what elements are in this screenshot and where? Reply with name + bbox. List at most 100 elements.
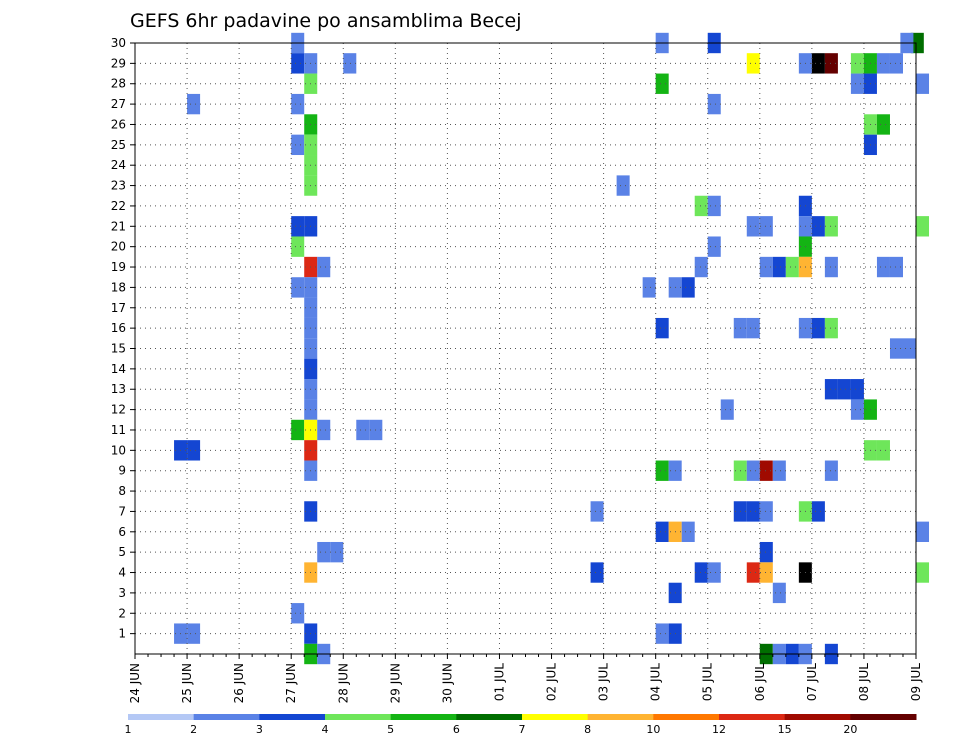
color-legend: 1 2 3 4 5 6 7 8 10 12 15 20	[125, 714, 917, 736]
y-tick-label: 25	[111, 138, 126, 152]
heatmap-cell	[772, 460, 786, 481]
y-tick-label: 29	[111, 56, 126, 70]
legend-label: 20	[843, 723, 857, 736]
x-tick-label: 30 JUN	[440, 663, 454, 703]
heatmap-cell	[642, 277, 656, 298]
y-tick-label: 13	[111, 382, 126, 396]
legend-swatch	[259, 714, 326, 720]
y-tick-label: 4	[118, 566, 126, 580]
heatmap-cell	[317, 419, 331, 441]
heatmap-cell	[811, 501, 825, 522]
y-tick-label: 26	[111, 117, 126, 131]
heatmap-cell	[694, 562, 708, 583]
heatmap-cell	[330, 541, 344, 563]
heatmap-cell	[811, 53, 825, 74]
heatmap-cell	[187, 440, 201, 461]
legend-label: 6	[453, 723, 460, 736]
legend-label: 2	[190, 723, 197, 736]
heatmap-cell	[916, 216, 930, 237]
heatmap-cell	[902, 338, 916, 359]
heatmap-cell	[850, 53, 864, 74]
heatmap-cell	[694, 195, 708, 217]
legend-swatch	[784, 714, 851, 720]
legend-label: 10	[646, 723, 660, 736]
heatmap-cell	[291, 277, 305, 298]
heatmap-cell	[759, 501, 773, 522]
heatmap-cell	[746, 562, 760, 583]
legend-label: 3	[256, 723, 263, 736]
heatmap-cell	[343, 53, 357, 74]
legend-label: 8	[584, 723, 591, 736]
heatmap-cell	[850, 379, 864, 400]
y-axis: 1234567891011121314151617181920212223242…	[111, 36, 135, 641]
legend-swatch	[193, 714, 260, 720]
heatmap-cell	[876, 440, 890, 461]
heatmap-cell	[291, 419, 305, 441]
heatmap-cell	[824, 216, 838, 237]
heatmap-cell	[759, 216, 773, 237]
x-tick-label: 05 JUL	[701, 663, 715, 701]
x-tick-label: 01 JUL	[492, 663, 506, 701]
heatmap-cell	[759, 541, 773, 563]
chart-title: GEFS 6hr padavine po ansamblima Becej	[130, 10, 522, 32]
legend-swatch	[653, 714, 720, 720]
legend-swatch	[522, 714, 589, 720]
y-tick-label: 1	[118, 627, 126, 641]
heatmap-cell	[291, 53, 305, 74]
legend-label: 4	[322, 723, 329, 736]
heatmap-cell	[824, 256, 838, 278]
heatmap-cell	[291, 236, 305, 257]
y-tick-label: 17	[111, 301, 126, 315]
y-tick-label: 2	[118, 606, 126, 620]
heatmap-cell	[655, 623, 669, 644]
y-tick-label: 3	[118, 586, 126, 600]
x-tick-label: 27 JUN	[284, 663, 298, 703]
heatmap-cell	[916, 73, 930, 94]
heatmap-cell	[876, 256, 890, 278]
heatmap-cell	[785, 256, 799, 278]
heatmap-cell	[837, 379, 851, 400]
x-tick-label: 04 JUL	[649, 663, 663, 701]
legend-label: 12	[712, 723, 726, 736]
heatmap-cell	[759, 460, 773, 481]
x-tick-label: 08 JUL	[857, 663, 871, 701]
heatmap-cell	[291, 216, 305, 237]
heatmap-cell	[590, 501, 604, 522]
heatmap-cell	[681, 521, 695, 542]
heatmap-cell	[291, 134, 305, 156]
legend-swatch	[390, 714, 457, 720]
heatmap-cell	[746, 501, 760, 522]
y-tick-label: 7	[118, 504, 126, 518]
heatmap-cell	[291, 603, 305, 624]
y-tick-label: 14	[111, 362, 126, 376]
x-tick-label: 02 JUL	[545, 663, 559, 701]
heatmap-cell	[694, 256, 708, 278]
heatmap-cell	[317, 541, 331, 563]
heatmap-cell	[876, 114, 890, 135]
heatmap-cell	[655, 460, 669, 481]
heatmap-cell	[291, 93, 305, 115]
x-tick-label: 09 JUL	[909, 663, 923, 701]
heatmap-cell	[655, 73, 669, 94]
y-tick-label: 6	[118, 525, 126, 539]
heatmap-cell	[616, 175, 630, 196]
heatmap-cell	[916, 521, 930, 542]
y-tick-label: 23	[111, 179, 126, 193]
y-tick-label: 24	[111, 158, 126, 172]
heatmap-cell	[707, 562, 721, 583]
y-tick-label: 9	[118, 464, 126, 478]
y-tick-label: 21	[111, 219, 126, 233]
heatmap-cell	[910, 32, 924, 54]
y-tick-label: 8	[118, 484, 126, 498]
y-tick-label: 28	[111, 77, 126, 91]
legend-label: 5	[387, 723, 394, 736]
legend-swatch	[456, 714, 523, 720]
y-tick-label: 27	[111, 97, 126, 111]
legend-swatch	[325, 714, 392, 720]
x-tick-label: 25 JUN	[180, 663, 194, 703]
heatmap-cell	[811, 216, 825, 237]
legend-swatch	[128, 714, 195, 720]
legend-swatch	[587, 714, 654, 720]
heatmap-cell	[655, 521, 669, 542]
